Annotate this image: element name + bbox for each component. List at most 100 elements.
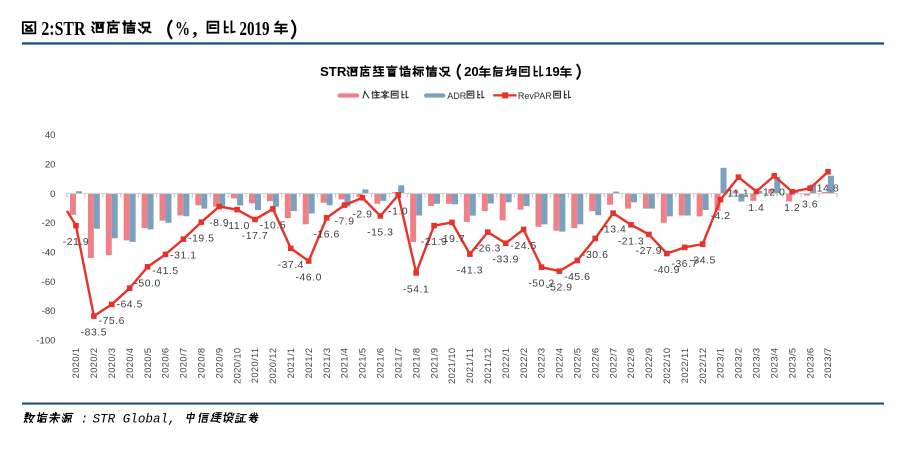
svg-text:2022/8: 2022/8 [626, 348, 636, 379]
svg-text:-30.6: -30.6 [582, 250, 608, 261]
svg-text:2023/6: 2023/6 [805, 348, 815, 379]
svg-text:-80: -80 [42, 306, 56, 317]
svg-text:-19.7: -19.7 [439, 234, 465, 245]
svg-text:2022/12: 2022/12 [698, 348, 708, 384]
svg-text:STR: STR [320, 64, 347, 79]
svg-text:2021/6: 2021/6 [376, 348, 386, 379]
svg-text:40: 40 [45, 130, 56, 141]
svg-text:2020/6: 2020/6 [161, 348, 171, 379]
svg-text:11.1: 11.1 [728, 189, 750, 200]
svg-text:2020/12: 2020/12 [268, 348, 278, 384]
svg-text:2022/1: 2022/1 [501, 348, 511, 379]
svg-text:-4.2: -4.2 [710, 211, 730, 222]
svg-text:-54.1: -54.1 [403, 284, 429, 295]
svg-text:2021/4: 2021/4 [340, 348, 350, 379]
svg-text:-16.6: -16.6 [313, 229, 339, 240]
svg-text:-20: -20 [42, 218, 56, 229]
svg-text:-100: -100 [36, 336, 55, 347]
svg-text:-41.5: -41.5 [152, 266, 178, 277]
svg-text:2020/2: 2020/2 [89, 348, 99, 379]
svg-text:2021/5: 2021/5 [358, 348, 368, 379]
svg-text:2020/3: 2020/3 [107, 348, 117, 379]
svg-text:,: , [193, 18, 198, 40]
svg-text:2020/11: 2020/11 [250, 348, 260, 384]
svg-text:2021/2: 2021/2 [304, 348, 314, 379]
svg-text:-11.0: -11.0 [224, 221, 250, 232]
svg-text:-1.0: -1.0 [388, 207, 408, 218]
svg-text:2020/4: 2020/4 [125, 348, 135, 379]
svg-text:1.2: 1.2 [784, 203, 800, 214]
svg-text:2022/11: 2022/11 [680, 348, 690, 384]
svg-text:12.0: 12.0 [763, 187, 785, 198]
svg-text:-21.9: -21.9 [421, 237, 447, 248]
svg-text:-83.5: -83.5 [81, 328, 107, 339]
svg-text:2022/3: 2022/3 [537, 348, 547, 379]
svg-text:-46.0: -46.0 [295, 273, 321, 284]
svg-text:-31.1: -31.1 [170, 251, 196, 262]
svg-text:-45.6: -45.6 [564, 272, 590, 283]
svg-text:%: % [175, 18, 190, 40]
svg-text:2023/1: 2023/1 [716, 348, 726, 379]
svg-text:2022/10: 2022/10 [662, 348, 672, 384]
svg-text:2:STR: 2:STR [41, 18, 85, 40]
svg-text:2020/1: 2020/1 [71, 348, 81, 379]
svg-text:-37.4: -37.4 [278, 260, 304, 271]
svg-text:-33.9: -33.9 [492, 255, 518, 266]
svg-text:-13.4: -13.4 [600, 225, 626, 236]
svg-text:-64.5: -64.5 [116, 300, 142, 311]
svg-text:-50.2: -50.2 [528, 279, 554, 290]
svg-text:-40.9: -40.9 [654, 265, 680, 276]
svg-text:-19.5: -19.5 [188, 234, 214, 245]
svg-text:-75.6: -75.6 [99, 316, 125, 327]
svg-text:-10.5: -10.5 [260, 220, 286, 231]
svg-text:2019: 2019 [240, 18, 270, 40]
svg-text:2022/5: 2022/5 [572, 348, 582, 379]
svg-text:2020/5: 2020/5 [143, 348, 153, 379]
svg-text:2021/9: 2021/9 [429, 348, 439, 379]
svg-text:2021/3: 2021/3 [322, 348, 332, 379]
svg-text:20: 20 [464, 64, 479, 79]
svg-text:2023/4: 2023/4 [769, 348, 779, 379]
svg-text:2021/7: 2021/7 [393, 348, 403, 379]
svg-text:-21.9: -21.9 [63, 237, 89, 248]
svg-text:1.4: 1.4 [748, 203, 764, 214]
svg-text:3.6: 3.6 [802, 200, 818, 211]
svg-text:-2.9: -2.9 [352, 209, 372, 220]
svg-text:2021/8: 2021/8 [411, 348, 421, 379]
svg-text:STR Global,: STR Global, [93, 413, 176, 427]
svg-text:RevPAR: RevPAR [518, 91, 552, 101]
svg-text:2022/2: 2022/2 [519, 348, 529, 379]
svg-text:-36.7: -36.7 [671, 259, 697, 270]
svg-text:2021/11: 2021/11 [465, 348, 475, 384]
svg-text:-15.3: -15.3 [367, 228, 393, 239]
svg-text:-8.9: -8.9 [209, 218, 229, 229]
svg-text:-41.3: -41.3 [457, 266, 483, 277]
svg-text:-40: -40 [42, 248, 56, 259]
svg-text:2022/4: 2022/4 [555, 348, 565, 379]
svg-text:20: 20 [45, 160, 56, 171]
svg-text:ADR: ADR [447, 91, 467, 101]
svg-text:2021/12: 2021/12 [483, 348, 493, 384]
svg-text:2020/9: 2020/9 [214, 348, 224, 379]
svg-text:2021/10: 2021/10 [447, 348, 457, 384]
svg-text:-27.9: -27.9 [636, 246, 662, 257]
svg-text:2020/10: 2020/10 [232, 348, 242, 384]
svg-text:-24.5: -24.5 [510, 241, 536, 252]
svg-text:2020/8: 2020/8 [196, 348, 206, 379]
svg-text:2022/9: 2022/9 [644, 348, 654, 379]
svg-text:2023/3: 2023/3 [752, 348, 762, 379]
svg-text:2023/7: 2023/7 [823, 348, 833, 379]
svg-text:19: 19 [545, 64, 560, 79]
svg-text:-21.3: -21.3 [618, 236, 644, 247]
svg-text:-7.9: -7.9 [334, 217, 354, 228]
svg-text:-17.7: -17.7 [242, 231, 268, 242]
svg-text:14.8: 14.8 [817, 183, 839, 194]
svg-text:2023/5: 2023/5 [787, 348, 797, 379]
svg-text:2023/2: 2023/2 [734, 348, 744, 379]
svg-text:2021/1: 2021/1 [286, 348, 296, 379]
svg-text:0: 0 [50, 189, 55, 200]
svg-text::: : [81, 413, 89, 427]
svg-text:-60: -60 [42, 277, 56, 288]
svg-text:-34.5: -34.5 [689, 256, 715, 267]
svg-text:-26.3: -26.3 [475, 244, 501, 255]
